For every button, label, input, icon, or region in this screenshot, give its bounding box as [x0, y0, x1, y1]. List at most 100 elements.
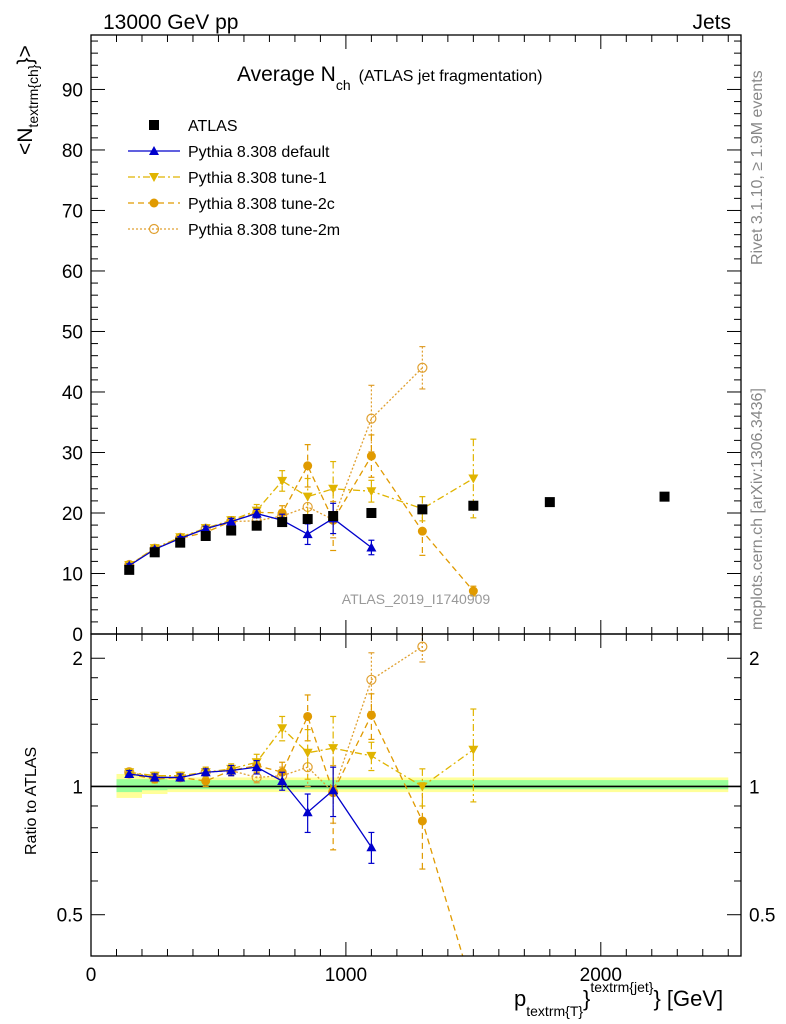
main-tune2c-point	[366, 451, 376, 461]
main-tune2c-point	[277, 508, 287, 518]
main-default-point	[251, 508, 262, 518]
legend: ATLAS Pythia 8.308 default Pythia 8.308 tu…	[128, 118, 340, 239]
legend-marker-atlas	[149, 120, 159, 130]
ratio-band-green	[116, 779, 142, 793]
ratio-default-point	[251, 762, 262, 772]
y-tick-label: 60	[62, 262, 83, 283]
main-default-point	[200, 523, 211, 533]
ratio-default-point	[200, 767, 211, 777]
ratio-default-point	[149, 772, 160, 782]
ratio-tune1-point	[328, 744, 339, 754]
ratio-tune1-point	[468, 745, 479, 755]
main-default-point	[366, 542, 377, 552]
main-atlas-point	[468, 500, 479, 511]
main-tune1-line	[128, 477, 474, 566]
x-tick-label: 1000	[325, 965, 367, 986]
ratio-default-point	[366, 842, 377, 852]
main-atlas-point	[659, 491, 670, 502]
legend-label-atlas: ATLAS	[188, 118, 238, 135]
main-atlas-point	[328, 511, 339, 522]
main-atlas-point	[124, 564, 135, 575]
legend-marker-tune1	[149, 173, 159, 182]
main-atlas-point	[251, 520, 262, 531]
y-tick-label: 10	[62, 564, 83, 585]
ratio-tune1-point	[417, 782, 428, 792]
rivet-version-label: Rivet 3.1.10, ≥ 1.9M events	[749, 70, 766, 265]
ratio-band-green	[167, 780, 729, 790]
legend-marker-tune2m	[148, 223, 160, 235]
main-tune2c-line	[128, 454, 474, 592]
y-tick-label: 30	[62, 443, 83, 464]
main-atlas-point	[366, 507, 377, 518]
ratio-tune1-line	[129, 727, 474, 788]
ratio-default-point	[302, 807, 313, 817]
main-tune2m-point	[366, 413, 377, 424]
y-tick-label: 80	[62, 141, 83, 162]
main-atlas-point	[226, 525, 237, 536]
y-tick-label: 50	[62, 322, 83, 343]
main-tune1-point	[328, 484, 339, 494]
ratio-default-point	[175, 772, 186, 782]
main-default-point	[226, 516, 237, 526]
ratio-tune2m-point	[366, 674, 377, 685]
main-panel: 0 10 20 30 40 50 60 70 80 90 Average Nch (ATLAS je…	[62, 34, 742, 646]
y-tick-label: 0	[72, 625, 83, 646]
ratio-y-tick-label-right: 1	[749, 777, 760, 798]
ratio-default-line	[129, 766, 372, 848]
x-tick-label: 0	[86, 965, 97, 986]
analysis-tag: ATLAS_2019_I1740909	[342, 591, 491, 607]
main-tune2c-point	[303, 461, 313, 471]
main-atlas-point	[544, 497, 555, 508]
ratio-data-layer	[124, 633, 479, 957]
x-axis-title: ptextrm{T}}textrm{jet}} [GeV]	[514, 979, 723, 1019]
main-atlas-point	[149, 547, 160, 558]
main-tune1-point	[302, 492, 313, 502]
ratio-y-tick-label-right: 0.5	[749, 906, 775, 927]
ratio-default-point	[124, 768, 135, 778]
plot-title: Average Nch (ATLAS jet fragmentation)	[237, 63, 542, 93]
legend-label-tune2c: Pythia 8.308 tune-2c	[188, 196, 335, 213]
ratio-tune2m-point	[417, 641, 428, 652]
y-axis-title-main: <Ntextrm{ch}}>	[14, 45, 41, 155]
ratio-panel: 0.5 0.5 1 1 2 2 0 1000 2000	[57, 633, 775, 986]
main-tune2c-point	[468, 586, 478, 596]
ratio-tune2c-point	[201, 776, 211, 786]
main-default-line	[128, 512, 372, 567]
main-tune2c-point	[417, 526, 427, 536]
y-tick-label: 70	[62, 201, 83, 222]
y-tick-label: 20	[62, 504, 83, 525]
legend-label-tune2m: Pythia 8.308 tune-2m	[188, 222, 340, 239]
main-tune1-point	[277, 476, 288, 486]
ratio-default-point	[328, 785, 339, 795]
main-tune1-point	[366, 487, 377, 497]
ratio-tune2c-point	[303, 711, 313, 721]
mcplots-label: mcplots.cern.ch [arXiv:1306.3436]	[749, 388, 766, 630]
legend-marker-default	[149, 146, 159, 155]
ratio-axes-layer: 0.5 0.5 1 1 2 2 0 1000 2000	[57, 634, 775, 986]
main-atlas-point	[302, 514, 313, 525]
ratio-tune2c-point	[366, 710, 376, 720]
main-atlas-point	[175, 537, 186, 548]
ratio-tune2c-line	[129, 713, 464, 957]
ratio-y-tick-label: 1	[72, 777, 83, 798]
main-tune2m-point	[417, 362, 428, 373]
main-axes-layer: 0 10 20 30 40 50 60 70 80 90	[62, 35, 741, 646]
ratio-tune1-point	[277, 724, 288, 734]
legend-marker-tune2c	[149, 198, 159, 208]
main-atlas-point	[417, 504, 428, 515]
ratio-tune1-point	[366, 751, 377, 761]
main-tune1-point	[468, 474, 479, 484]
ratio-uncertainty-bands	[91, 773, 741, 798]
header-left-label: 13000 GeV pp	[103, 11, 238, 34]
ratio-default-point	[277, 776, 288, 786]
x-tick-label: 2000	[580, 965, 622, 986]
y-tick-label: 40	[62, 383, 83, 404]
legend-label-default: Pythia 8.308 default	[188, 144, 330, 161]
header-right-label: Jets	[692, 11, 731, 34]
ratio-y-tick-label: 0.5	[57, 906, 83, 927]
ratio-tune2c-point	[417, 816, 427, 826]
ratio-frame	[90, 633, 742, 957]
ratio-tune1-point	[302, 748, 313, 758]
ratio-y-tick-label-right: 2	[749, 649, 760, 670]
